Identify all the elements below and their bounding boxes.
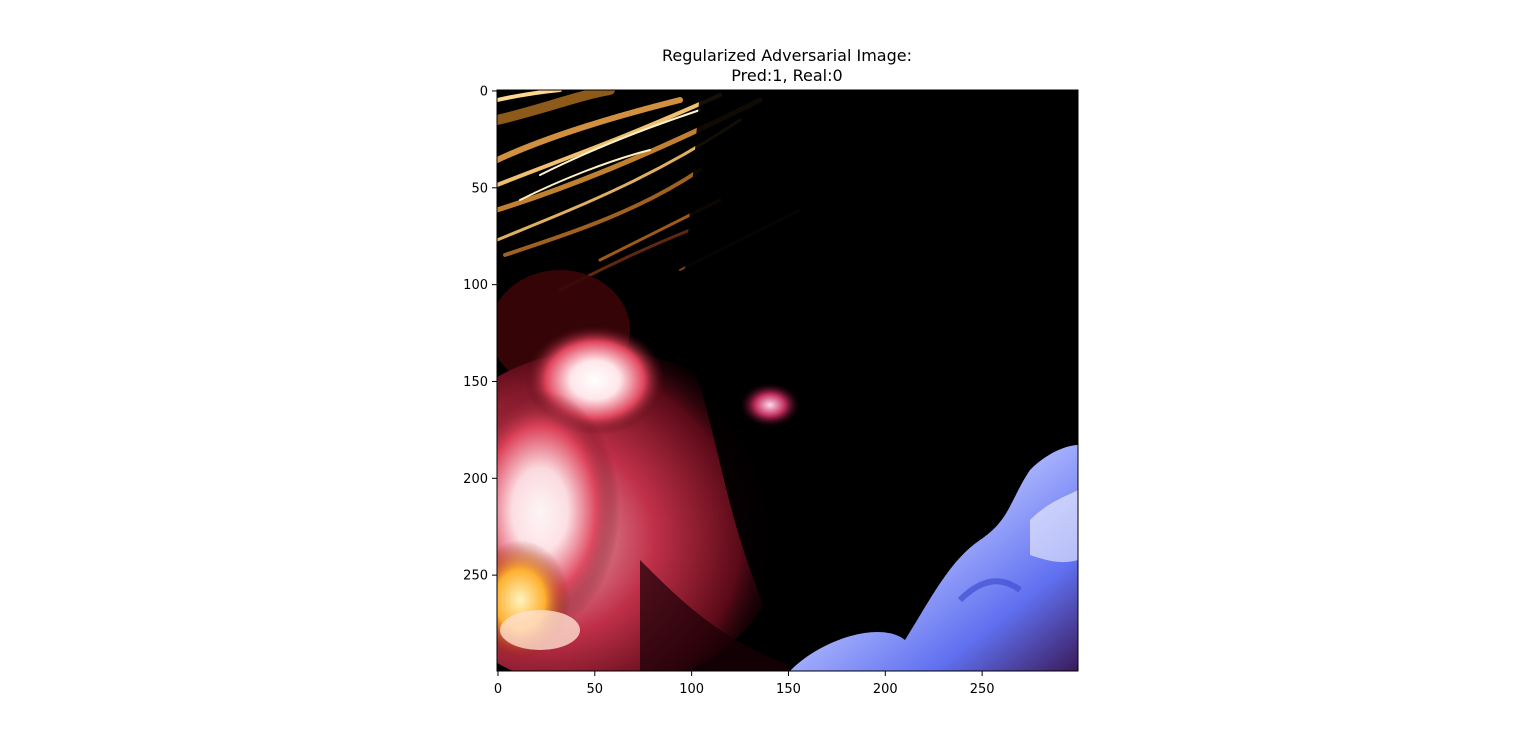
x-axis: 0 50 100 150 200 250 [494, 671, 995, 697]
y-tick-label: 100 [463, 278, 488, 293]
x-tick-label: 0 [494, 682, 502, 697]
shirt-region [790, 445, 1078, 671]
x-tick-label: 200 [873, 682, 898, 697]
x-tick-label: 50 [587, 682, 604, 697]
y-tick-label: 0 [480, 84, 488, 99]
ear-region [740, 383, 800, 427]
x-tick-label: 150 [776, 682, 801, 697]
y-axis: 0 50 100 150 200 250 [463, 84, 497, 584]
image-frame [496, 89, 1079, 672]
y-tick-label: 200 [463, 472, 488, 487]
chart-title: Regularized Adversarial Image: [662, 46, 912, 65]
y-tick-label: 150 [463, 375, 488, 390]
y-tick-label: 250 [463, 569, 488, 584]
image-area [497, 90, 1078, 671]
x-tick-label: 100 [679, 682, 704, 697]
chart-subtitle: Pred:1, Real:0 [731, 66, 842, 85]
x-tick-label: 250 [970, 682, 995, 697]
y-tick-label: 50 [471, 181, 488, 196]
